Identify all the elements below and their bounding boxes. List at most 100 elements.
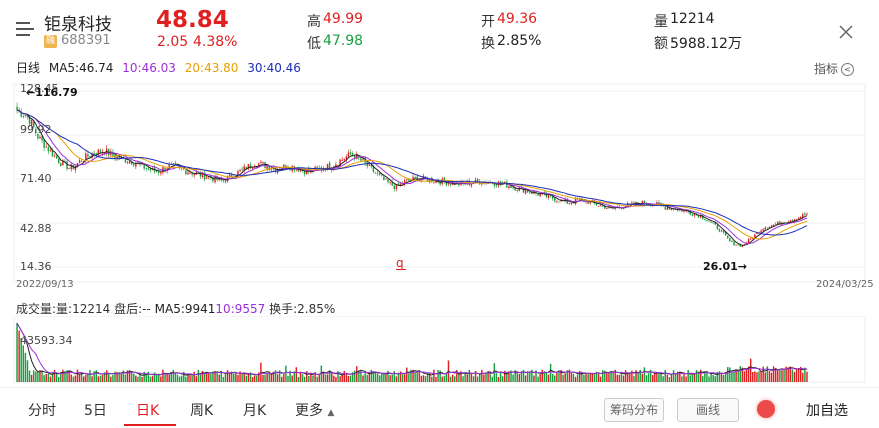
close-icon[interactable] (838, 24, 854, 40)
volume-bar (322, 371, 325, 382)
volume-bar (464, 373, 466, 382)
volume-bar (18, 330, 20, 382)
tab-daily-k[interactable]: 日K (136, 403, 160, 419)
volume-bar (802, 372, 804, 382)
tab-intraday[interactable]: 分时 (28, 403, 56, 419)
volume-bar (55, 373, 58, 382)
volume-bar (533, 375, 535, 382)
volume-bar (212, 371, 214, 382)
candle (722, 229, 725, 234)
volume-bar (708, 376, 710, 382)
candle (316, 165, 318, 169)
candle (74, 164, 77, 173)
volume-bar (226, 370, 229, 382)
candle (597, 205, 600, 207)
volume-bar (247, 373, 250, 382)
volume-title: 成交量: (16, 302, 57, 316)
volume-bar (45, 374, 47, 382)
volume-bar (251, 377, 254, 382)
volume-bar (522, 369, 525, 382)
candle (606, 207, 608, 210)
tab-5day[interactable]: 5日 (84, 403, 107, 419)
volume-bar (591, 372, 594, 382)
volume-bar (358, 370, 360, 382)
tab-monthly-k[interactable]: 月K (243, 403, 267, 419)
volume-bar (170, 371, 173, 382)
volume-bar (597, 372, 600, 382)
draw-line-button[interactable]: 画线 (677, 398, 739, 422)
candle (495, 183, 498, 188)
volume-bar (312, 375, 314, 382)
volume-bar (149, 376, 152, 382)
volume-bar (545, 371, 548, 382)
volume-bar (566, 370, 569, 382)
volume-bar (187, 373, 189, 382)
volume-chart[interactable] (0, 316, 879, 384)
candle (89, 156, 91, 158)
candle (43, 139, 45, 152)
volume-bar (387, 370, 389, 382)
volume-bar (68, 371, 70, 382)
volume-bar (224, 373, 227, 382)
tab-weekly-k[interactable]: 周K (190, 403, 214, 419)
mode-label[interactable]: 日线 (16, 61, 41, 75)
candle (766, 227, 769, 229)
ma20-line (16, 109, 808, 240)
menu-icon[interactable] (16, 22, 34, 36)
volume-bar (574, 376, 577, 382)
volume-bar (339, 376, 341, 382)
candle (387, 179, 389, 184)
record-icon[interactable] (755, 398, 777, 420)
q-marker[interactable]: q (396, 256, 406, 270)
volume-bar (266, 373, 268, 382)
volume-bar (441, 376, 443, 382)
volume-bar (458, 373, 460, 382)
volume-bar (654, 373, 656, 382)
candle (522, 187, 525, 193)
candle (78, 158, 81, 164)
volume-bar (724, 372, 727, 382)
volume-bar (504, 370, 506, 382)
candle (189, 170, 191, 175)
volume-bar (233, 373, 235, 382)
volume-bar (408, 373, 410, 382)
tab-more[interactable]: 更多 ▲ (295, 400, 334, 420)
indicator-button[interactable]: 指标 < (814, 60, 855, 77)
add-watchlist-button[interactable]: 加自选 (806, 403, 848, 419)
volume-bar (333, 375, 335, 382)
volume-bar (697, 371, 700, 382)
candle (28, 114, 31, 128)
volume-bar (220, 370, 223, 382)
candle (393, 183, 396, 192)
volume-bar (491, 376, 493, 382)
candle (22, 114, 25, 119)
candle (727, 235, 729, 240)
candle (558, 201, 560, 203)
volume-bar (222, 376, 225, 382)
candle (60, 162, 62, 167)
volume-bar (124, 374, 127, 382)
volume-bar (26, 360, 29, 382)
chip-distribution-button[interactable]: 筹码分布 (604, 398, 664, 422)
volume-bar (364, 373, 366, 382)
volume-bar (537, 376, 539, 382)
candle (378, 172, 381, 177)
volume-bar (153, 372, 156, 382)
ma30-value: 30:40.46 (247, 61, 301, 75)
volume-bar (529, 372, 531, 382)
volume-bar (501, 376, 504, 382)
volume-bar (276, 374, 279, 382)
volume-bar (456, 370, 458, 382)
volume-bar (143, 371, 145, 382)
volume-bar (693, 373, 696, 382)
kline-chart[interactable] (0, 76, 879, 298)
volume-bar (249, 372, 252, 382)
volume-bar (87, 374, 89, 382)
volume-bar (601, 370, 604, 382)
volume-bar (620, 373, 623, 382)
chart-grid (14, 90, 865, 268)
volume-bar (714, 376, 716, 382)
volume-bar (583, 375, 585, 382)
volume-bar (270, 373, 273, 382)
candle-series (16, 102, 808, 248)
